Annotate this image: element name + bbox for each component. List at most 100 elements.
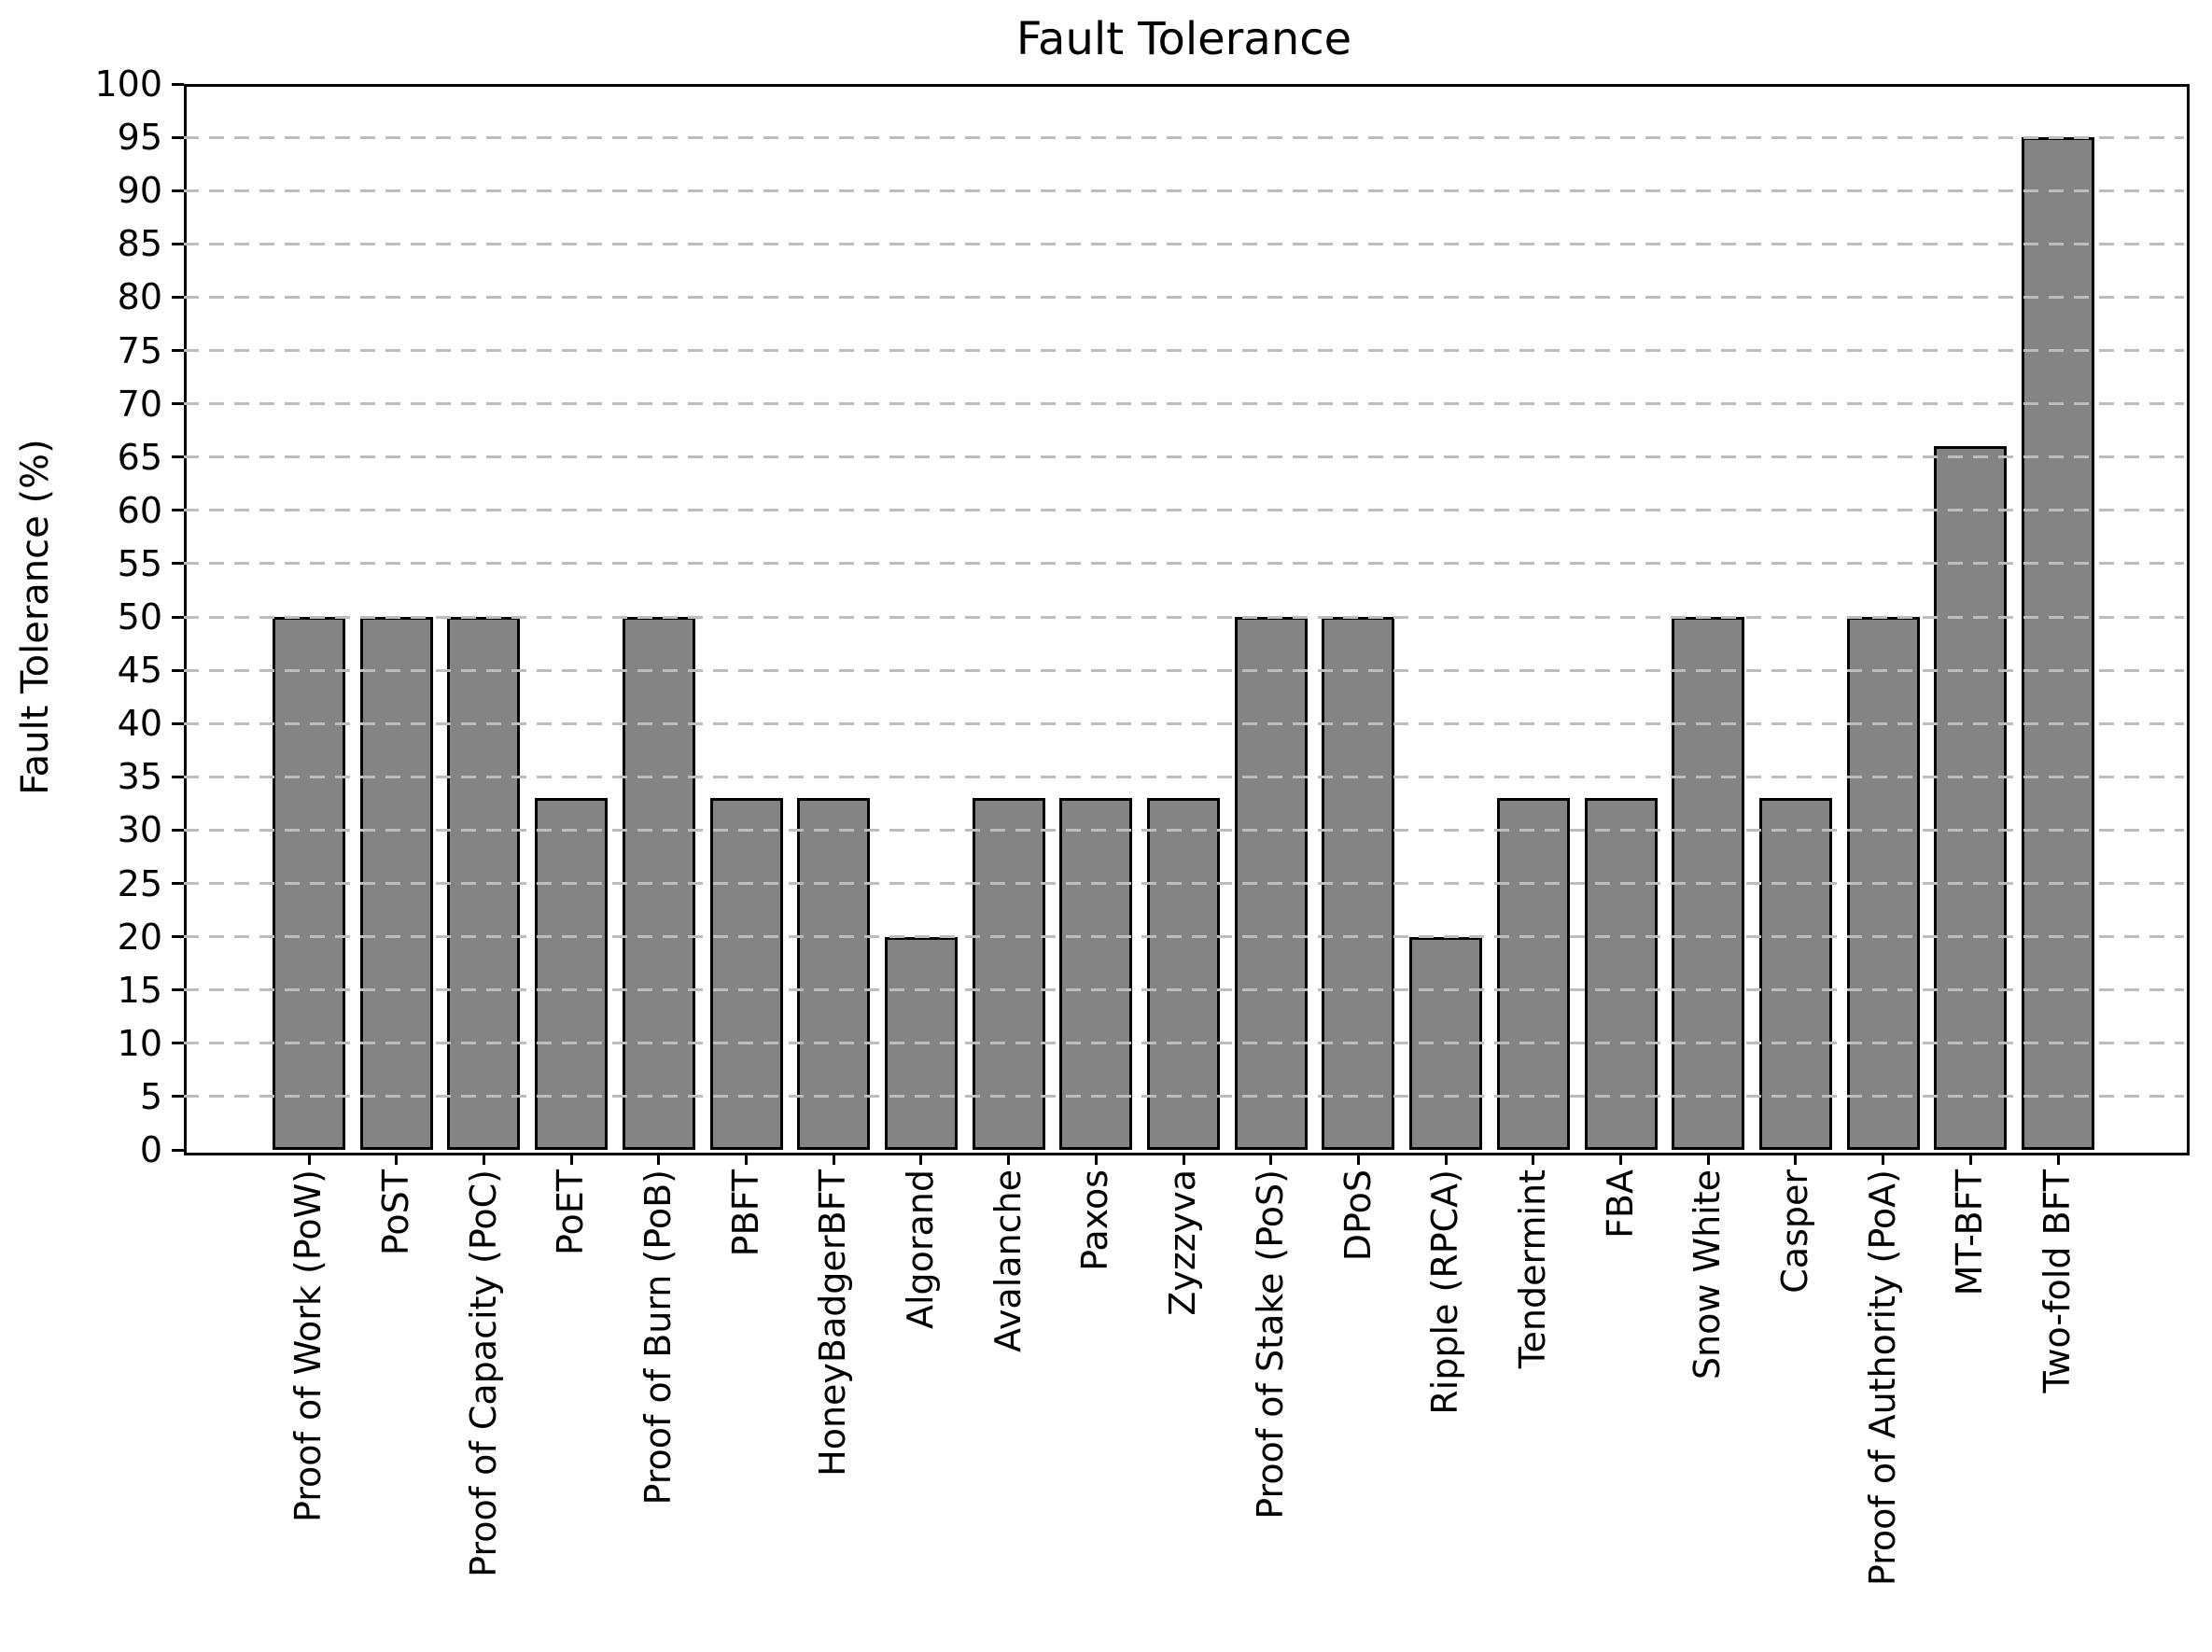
x-tick (1007, 1153, 1011, 1165)
x-tick-label: PoET (550, 1169, 592, 1256)
y-tick-label: 25 (117, 862, 162, 904)
x-tick (1094, 1153, 1098, 1165)
x-tick (395, 1153, 399, 1165)
x-tick (307, 1153, 311, 1165)
gridline-y25 (184, 882, 2184, 885)
y-tick (172, 455, 184, 459)
x-tick-label-wrap: Proof of Stake (PoS) (1245, 1169, 1297, 1519)
gridline-y20 (184, 935, 2184, 939)
x-tick-label-wrap: MT-BFT (1944, 1169, 1996, 1295)
y-tick-label: 60 (117, 489, 162, 531)
x-tick-label: Ripple (RPCA) (1424, 1169, 1466, 1415)
bar (709, 798, 783, 1150)
x-tick (1182, 1153, 1185, 1165)
y-tick (172, 935, 184, 939)
gridline-y70 (184, 402, 2184, 406)
gridline-y95 (184, 135, 2184, 139)
bar (972, 798, 1045, 1150)
x-tick (919, 1153, 923, 1165)
x-tick-label-wrap: Tendermint (1507, 1169, 1560, 1368)
x-tick (1269, 1153, 1273, 1165)
bar (1584, 798, 1658, 1150)
gridline-y45 (184, 668, 2184, 672)
y-tick (172, 721, 184, 725)
x-tick-label-wrap: Casper (1770, 1169, 1822, 1294)
chart-title: Fault Tolerance (1015, 13, 1352, 65)
x-tick (569, 1153, 573, 1165)
y-tick (172, 242, 184, 245)
y-tick (172, 1042, 184, 1045)
gridline-y60 (184, 509, 2184, 512)
y-tick-label: 80 (117, 276, 162, 318)
gridline-y40 (184, 721, 2184, 725)
x-tick-label-wrap: FBA (1595, 1169, 1647, 1239)
x-tick (2056, 1153, 2060, 1165)
y-tick (172, 82, 184, 86)
x-tick-label-wrap: Ripple (RPCA) (1420, 1169, 1472, 1415)
y-tick (172, 1148, 184, 1152)
gridline-y35 (184, 775, 2184, 778)
x-tick (1444, 1153, 1448, 1165)
y-tick-label: 50 (117, 596, 162, 637)
x-tick-label-wrap: Proof of Work (PoW) (283, 1169, 335, 1522)
x-tick-label: Proof of Stake (PoS) (1249, 1169, 1291, 1519)
gridline-y55 (184, 562, 2184, 566)
gridline-y85 (184, 242, 2184, 245)
y-tick-label: 15 (117, 969, 162, 1011)
x-tick-label: DPoS (1337, 1169, 1379, 1262)
y-tick-label: 40 (117, 703, 162, 745)
y-tick-label: 35 (117, 756, 162, 798)
x-tick-label: MT-BFT (1949, 1169, 1991, 1296)
y-tick-label: 20 (117, 916, 162, 958)
y-tick-label: 5 (139, 1075, 162, 1117)
x-tick-label: Avalanche (987, 1169, 1029, 1352)
x-tick-label-wrap: Proof of Capacity (PoC) (457, 1169, 510, 1577)
y-tick (172, 615, 184, 619)
y-tick (172, 1095, 184, 1099)
gridline-y50 (184, 615, 2184, 619)
gridline-y75 (184, 349, 2184, 352)
bar (797, 798, 871, 1150)
x-tick-label: Proof of Burn (PoB) (637, 1169, 679, 1505)
x-tick-label: Proof of Capacity (PoC) (462, 1169, 504, 1577)
x-tick-label-wrap: PoET (545, 1169, 597, 1255)
x-tick (1794, 1153, 1798, 1165)
x-tick-label: Algorand (900, 1169, 942, 1330)
y-tick-label: 55 (117, 542, 162, 584)
y-tick (172, 668, 184, 672)
y-tick (172, 988, 184, 992)
y-tick-label: 30 (117, 809, 162, 851)
bar (1758, 798, 1832, 1150)
x-tick-label: Snow White (1687, 1169, 1729, 1380)
bar (535, 798, 609, 1150)
y-tick (172, 189, 184, 192)
x-tick-label-wrap: Paxos (1070, 1169, 1122, 1271)
gridline-y30 (184, 828, 2184, 832)
x-tick-label: Tendermint (1511, 1169, 1553, 1369)
y-tick-label: 0 (139, 1129, 162, 1170)
y-tick-label: 45 (117, 650, 162, 692)
y-tick (172, 402, 184, 406)
x-tick-label-wrap: Snow White (1682, 1169, 1734, 1379)
x-tick (1968, 1153, 1972, 1165)
x-tick-label-wrap: DPoS (1332, 1169, 1384, 1261)
y-tick-label: 95 (117, 117, 162, 159)
x-tick-label: Paxos (1074, 1169, 1116, 1271)
x-tick (832, 1153, 835, 1165)
y-tick-label: 65 (117, 436, 162, 478)
y-tick (172, 882, 184, 885)
x-tick (1882, 1153, 1885, 1165)
x-tick-label-wrap: PBFT (721, 1169, 773, 1256)
x-tick-label-wrap: Two-fold BFT (2032, 1169, 2084, 1393)
bar (1496, 798, 1570, 1150)
bar (1059, 798, 1133, 1150)
bar (2022, 137, 2094, 1150)
x-tick (1619, 1153, 1622, 1165)
y-tick (172, 562, 184, 566)
y-tick (172, 135, 184, 139)
x-tick-label-wrap: PoST (371, 1169, 423, 1255)
y-tick (172, 775, 184, 778)
x-tick-label: Casper (1774, 1169, 1816, 1294)
gridline-y90 (184, 189, 2184, 192)
